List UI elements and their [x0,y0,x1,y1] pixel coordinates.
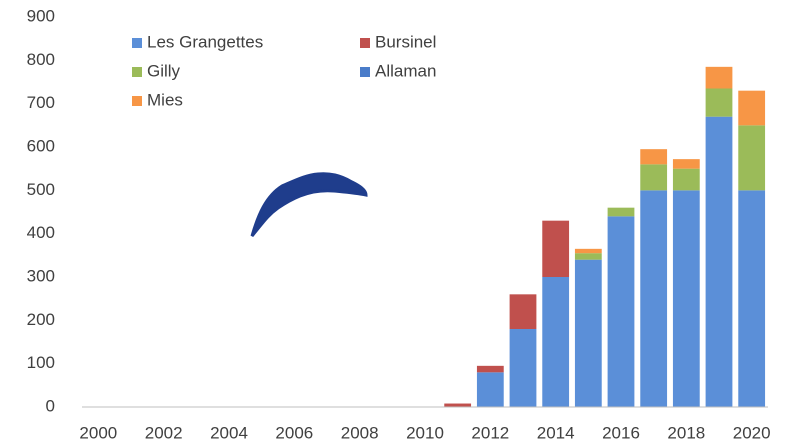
x-tick-label: 2000 [79,423,117,442]
legend-label: Allaman [375,61,436,80]
y-tick-label: 800 [27,50,55,69]
bar-segment [640,149,667,164]
bar-segment [673,190,700,407]
y-tick-label: 500 [27,180,55,199]
bar-segment [608,208,635,217]
legend-swatch [132,67,142,77]
bar-segment [706,117,733,407]
bar-segment [510,329,537,407]
x-tick-label: 2008 [341,423,379,442]
bar-segment [575,260,602,407]
chart: 0 100 200 300 400 500 600 700 800 900 2000 2002 2004… [0,0,792,447]
y-tick-label: 600 [27,136,55,155]
legend-swatch [132,96,142,106]
legend-label: Mies [147,90,183,109]
x-tick-label: 2004 [210,423,248,442]
x-tick-label: 2010 [406,423,444,442]
y-tick-label: 900 [27,6,55,25]
bar-segment [575,253,602,260]
legend-swatch [360,67,370,77]
bar-segment [542,221,569,277]
bar-segment [444,404,471,407]
x-tick-label: 2020 [733,423,771,442]
bar-segment [640,164,667,190]
bar-segment [542,277,569,407]
y-tick-label: 200 [27,310,55,329]
bar-segment [673,159,700,169]
y-tick-label: 0 [46,396,55,415]
x-tick-label: 2014 [537,423,575,442]
x-tick-label: 2016 [602,423,640,442]
bar-segment [477,372,504,407]
bar-segment [673,169,700,191]
legend-label: Gilly [147,61,181,80]
bar-segment [510,294,537,329]
y-tick-label: 300 [27,266,55,285]
bar-segment [706,89,733,117]
bar-segment [738,190,765,407]
bar-segment [738,125,765,190]
x-tick-label: 2006 [275,423,313,442]
y-tick-label: 700 [27,93,55,112]
legend-label: Bursinel [375,32,436,51]
bar-segment [640,190,667,407]
bar-segment [575,249,602,253]
bar-segment [477,366,504,373]
lake-image [252,174,366,236]
legend-label: Les Grangettes [147,32,263,51]
bar-segment [608,216,635,407]
y-tick-label: 400 [27,223,55,242]
x-tick-label: 2002 [145,423,183,442]
x-tick-label: 2018 [667,423,705,442]
legend-swatch [132,38,142,48]
legend-swatch [360,38,370,48]
x-tick-label: 2012 [471,423,509,442]
bar-segment [706,67,733,89]
bar-segment [738,91,765,126]
y-tick-label: 100 [27,353,55,372]
